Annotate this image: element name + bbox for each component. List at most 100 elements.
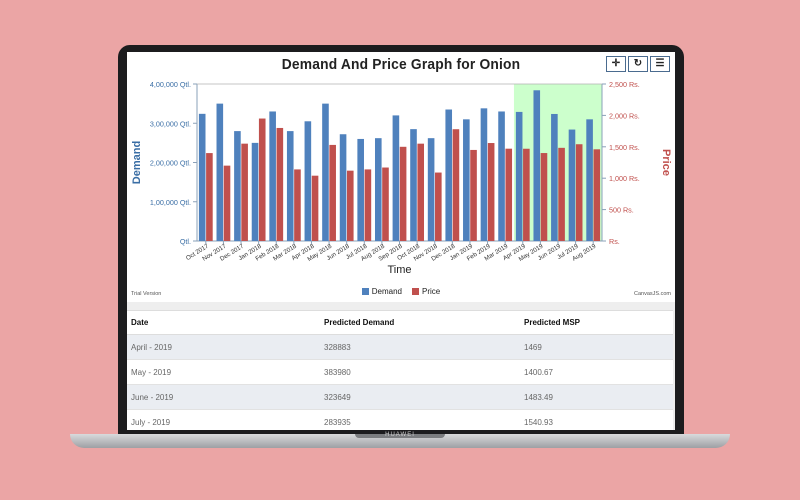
col-header-demand: Predicted Demand [320,310,520,335]
price-bar [329,144,336,241]
demand-bar [234,131,241,241]
laptop-brand: HUAWEI [385,432,415,438]
legend-demand-label: Demand [371,287,402,296]
left-tick-label: Qtl. [180,237,191,246]
price-bar [523,148,530,241]
price-bar [470,149,477,241]
cell-date: April - 2019 [127,334,320,360]
demand-bar [374,138,382,241]
right-tick-label: 500 Rs. [609,206,634,215]
price-bar [276,127,284,241]
cell-demand: 283935 [320,409,520,430]
demand-bar [480,108,488,242]
demand-bar [339,134,347,241]
cell-msp: 1483.49 [520,384,673,410]
demand-bar [216,103,224,241]
demand-bar [198,113,206,241]
right-tick-label: 1,500 Rs. [609,143,640,152]
laptop-notch [355,434,445,438]
price-bar [452,129,460,241]
legend-price-label: Price [422,287,441,296]
right-tick-label: 2,500 Rs. [609,80,640,89]
cell-demand: 323649 [320,384,520,410]
left-tick-label: 3,00,000 Qtl. [150,119,191,128]
demand-bar [357,138,364,241]
legend-price-swatch [412,288,419,295]
chart-legend: Demand Price [127,287,675,296]
demand-bar [392,115,400,241]
menu-icon[interactable]: ☰ [650,56,670,72]
price-bar [558,147,565,241]
col-header-date: Date [127,310,320,335]
left-tick-label: 2,00,000 Qtl. [150,159,191,168]
price-bar [540,153,548,241]
screen: Demand And Price Graph for Onion ✛ ↻ ☰ Q… [127,52,675,430]
move-icon[interactable]: ✛ [606,56,626,72]
right-tick-label: 2,000 Rs. [609,111,640,120]
price-bar [294,169,301,241]
price-bar [487,143,495,241]
demand-bar [251,142,259,241]
legend-price[interactable]: Price [412,287,440,296]
demand-bar [498,111,505,241]
cell-date: July - 2019 [127,409,320,430]
chart-title: Demand And Price Graph for Onion [281,56,521,73]
col-header-msp: Predicted MSP [520,310,673,335]
demand-bar [551,113,558,241]
y-axis-right-title: Price [660,149,672,176]
x-axis-title: Time [387,264,411,276]
table-row: July - 2019 283935 1540.93 [127,409,673,430]
trial-version-label: Trial Version [131,291,162,297]
cell-demand: 383980 [320,359,520,385]
demand-bar [286,131,294,241]
prediction-table: Date Predicted Demand Predicted MSP Apri… [127,310,673,430]
price-bar [399,146,407,241]
left-tick-label: 4,00,000 Qtl. [150,80,191,89]
price-bar [223,165,231,241]
price-bar [206,153,213,241]
demand-bar [586,119,593,241]
demand-bar [568,129,576,241]
legend-demand-swatch [361,288,369,295]
table-row: June - 2019 323649 1483.49 [127,384,673,410]
demand-bar [427,138,435,241]
cell-date: May - 2019 [127,359,320,385]
cell-demand: 328883 [320,334,520,360]
cell-date: June - 2019 [127,384,320,410]
laptop-base [70,434,730,448]
price-bar [382,167,389,241]
price-bar [346,170,354,241]
cell-msp: 1540.93 [520,409,673,430]
table-header-row: Date Predicted Demand Predicted MSP [127,310,673,335]
demand-bar [410,129,417,241]
demand-bar [445,109,453,241]
demand-bar [304,121,312,241]
right-tick-label: Rs. [609,237,620,246]
demand-bar [515,111,523,241]
price-bar [258,118,266,241]
price-bar [435,172,442,241]
price-bar [417,143,425,241]
demand-bar [533,90,541,242]
demand-bar [322,103,329,241]
reset-icon[interactable]: ↻ [628,56,648,72]
price-bar [241,143,248,241]
left-tick-label: 1,00,000 Qtl. [150,198,191,207]
chart-plot: Qtl. 1,00,000 Qtl. 2,00,000 Qtl. 3,00,000 Q… [131,80,672,276]
price-bar [593,149,601,241]
price-bar [575,144,583,241]
table-row: May - 2019 383980 1400.67 [127,359,673,385]
table-row: April - 2019 328883 1469 [127,334,673,360]
y-axis-left-title: Demand [131,141,143,184]
cell-msp: 1400.67 [520,359,673,385]
demand-bar [269,111,276,241]
canvasjs-credit-link[interactable]: CanvasJS.com [634,291,671,297]
price-bar [364,169,372,241]
cell-msp: 1469 [520,334,673,360]
demand-bar [463,119,470,241]
right-tick-label: 1,000 Rs. [609,174,640,183]
price-bar [311,175,319,241]
chart-toolbar: ✛ ↻ ☰ [604,56,670,72]
price-bar [505,148,513,241]
legend-demand[interactable]: Demand [361,287,402,296]
